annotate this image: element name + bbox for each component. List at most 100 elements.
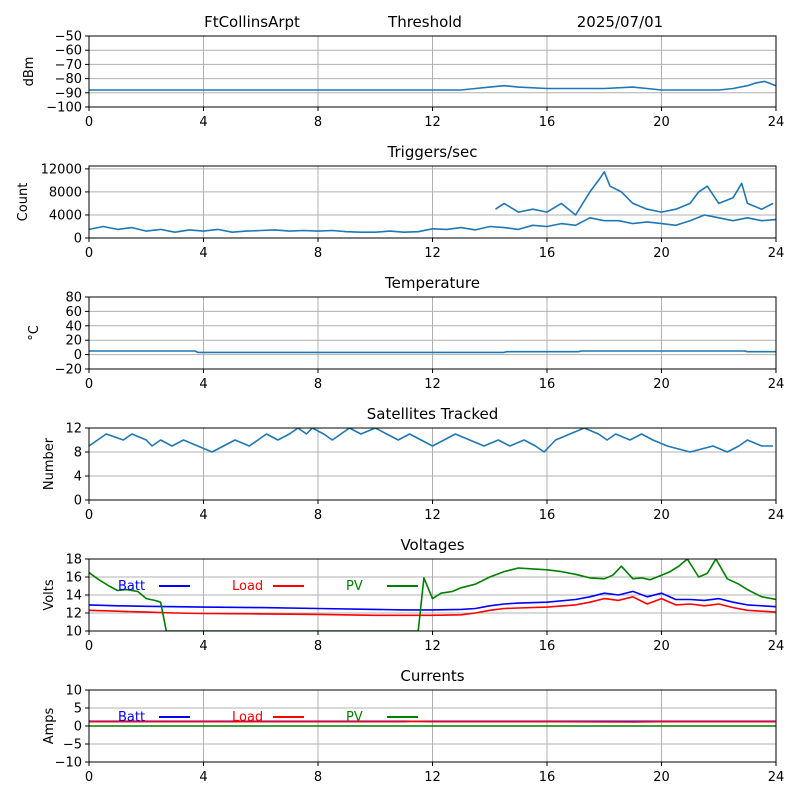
- y-tick-label: 20: [65, 334, 82, 349]
- y-tick-label: −70: [55, 58, 82, 73]
- y-tick-label: 4: [74, 470, 82, 485]
- panel-1: 0 4 8 12 16 20 24 −100−90−80−70−60−50 dBm: [22, 30, 784, 131]
- y-tick-label: 0: [74, 720, 82, 735]
- y-tick-label: −5: [63, 738, 82, 753]
- x-tick-label: 24: [768, 770, 785, 785]
- panel-title: Currents: [400, 667, 464, 685]
- x-tick-label: 8: [314, 377, 322, 392]
- legend-label-batt: Batt: [118, 710, 145, 725]
- panel-6: 0 4 8 12 16 20 24 −10 −5 0 5 10 Currents Amps Batt Load…: [42, 667, 784, 785]
- legend-label-batt: Batt: [118, 579, 145, 594]
- legend-label-load: Load: [232, 579, 263, 594]
- x-tick-label: 0: [85, 770, 93, 785]
- series-line-load: [89, 720, 776, 723]
- legend-label-pv: PV: [346, 710, 363, 725]
- y-axis-label: Volts: [42, 579, 57, 611]
- x-tick-label: 20: [653, 508, 670, 523]
- x-tick-label: 8: [314, 115, 322, 130]
- y-tick-label: 8000: [49, 185, 82, 200]
- x-tick-label: 12: [424, 508, 441, 523]
- y-tick-label: −100: [46, 101, 82, 116]
- panel-title: Voltages: [400, 536, 464, 554]
- y-tick-label: −60: [55, 44, 82, 59]
- series-group: [89, 80, 776, 91]
- y-axis-label: dBm: [22, 57, 37, 87]
- series-group: [89, 350, 776, 354]
- y-tick-label: 40: [65, 319, 82, 334]
- y-tick-label: 80: [65, 291, 82, 306]
- y-tick-label: −90: [55, 86, 82, 101]
- y-tick-label: 16: [65, 571, 82, 586]
- x-tick-label: 0: [85, 508, 93, 523]
- y-tick-label: 10: [65, 684, 82, 699]
- x-tick-label: 4: [199, 770, 207, 785]
- x-tick-label: 24: [768, 377, 785, 392]
- series-line-pv: [89, 559, 776, 631]
- series-line-load: [89, 595, 776, 617]
- legend-label-load: Load: [232, 710, 263, 725]
- panel-title: Satellites Tracked: [367, 405, 498, 423]
- series-group: [89, 559, 776, 631]
- series-group: [89, 720, 776, 727]
- y-tick-label: −80: [55, 72, 82, 87]
- x-tick-label: 8: [314, 639, 322, 654]
- x-tick-label: 4: [199, 639, 207, 654]
- x-tick-label: 16: [539, 770, 556, 785]
- x-tick-label: 24: [768, 246, 785, 261]
- x-tick-label: 20: [653, 377, 670, 392]
- legend-label-pv: PV: [346, 579, 363, 594]
- y-axis-label: Amps: [42, 707, 57, 744]
- x-tick-label: 12: [424, 770, 441, 785]
- mode-label: Threshold: [387, 13, 462, 31]
- x-tick-label: 8: [314, 246, 322, 261]
- x-tick-label: 0: [85, 115, 93, 130]
- panel-5: 0 4 8 12 16 20 24 10 12 14 16 18 Voltages Volts Batt Lo…: [42, 536, 784, 654]
- x-tick-label: 12: [424, 377, 441, 392]
- panel-4: 0 4 8 12 16 20 24 0 4 8 12 Satellites Tracked Number: [42, 405, 784, 523]
- x-tick-label: 0: [85, 246, 93, 261]
- x-tick-label: 24: [768, 115, 785, 130]
- x-tick-label: 0: [85, 377, 93, 392]
- y-tick-label: 4000: [49, 208, 82, 223]
- x-tick-label: 16: [539, 639, 556, 654]
- series-line-1: [89, 428, 774, 453]
- y-tick-label: 0: [74, 494, 82, 509]
- x-tick-label: 8: [314, 770, 322, 785]
- y-axis-label: Count: [16, 183, 31, 222]
- x-tick-label: 12: [424, 246, 441, 261]
- x-tick-label: 8: [314, 508, 322, 523]
- x-tick-label: 0: [85, 639, 93, 654]
- station-name: FtCollinsArpt: [204, 13, 300, 31]
- y-tick-label: 8: [74, 446, 82, 461]
- x-tick-label: 20: [653, 246, 670, 261]
- x-tick-label: 4: [199, 508, 207, 523]
- y-tick-label: 0: [74, 348, 82, 363]
- y-tick-label: 12: [65, 607, 82, 622]
- x-tick-label: 4: [199, 246, 207, 261]
- series-line-1: [89, 350, 776, 354]
- series-line-1: [89, 214, 776, 233]
- y-axis-label: °C: [27, 325, 42, 341]
- panel-title: Temperature: [384, 274, 480, 292]
- y-tick-label: 12000: [41, 162, 82, 177]
- y-tick-label: −50: [55, 30, 82, 45]
- y-tick-label: 12: [65, 422, 82, 437]
- series-line-batt: [89, 590, 776, 611]
- y-tick-label: 14: [65, 589, 82, 604]
- date-label: 2025/07/01: [577, 13, 663, 31]
- y-axis-label: Number: [42, 437, 57, 490]
- x-tick-label: 20: [653, 115, 670, 130]
- x-tick-label: 16: [539, 377, 556, 392]
- y-tick-label: −10: [55, 756, 82, 771]
- x-tick-label: 4: [199, 115, 207, 130]
- x-tick-label: 4: [199, 377, 207, 392]
- y-tick-label: 10: [65, 625, 82, 640]
- series-group: [89, 171, 776, 233]
- series-line-1: [89, 80, 776, 91]
- x-tick-label: 16: [539, 508, 556, 523]
- x-tick-label: 12: [424, 639, 441, 654]
- panel-2: 0 4 8 12 16 20 24 0 4000 8000 12000 Triggers/sec Cou…: [16, 143, 784, 261]
